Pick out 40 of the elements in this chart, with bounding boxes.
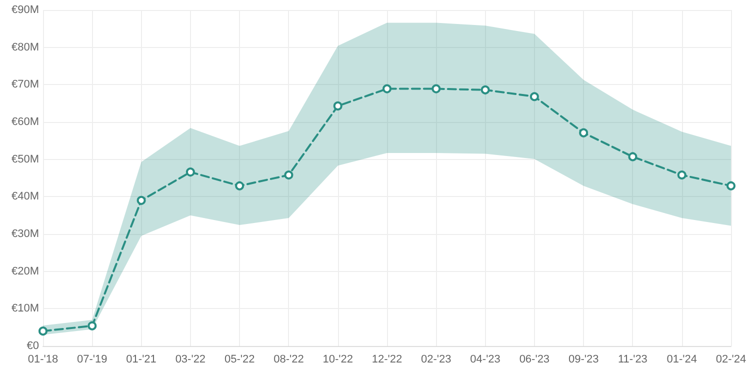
- point: [579, 128, 588, 138]
- point: [382, 84, 392, 94]
- x-tick-label: 11-'23: [618, 354, 648, 366]
- x-tick-label: 07-'19: [77, 354, 108, 366]
- x-tick-label: 01-'18: [28, 354, 58, 366]
- y-tick-label: €60M: [11, 116, 39, 128]
- point: [628, 152, 638, 162]
- x-tick-label: 06-'23: [519, 354, 550, 366]
- point: [677, 170, 686, 180]
- point: [186, 168, 195, 177]
- y-tick-label: €50M: [11, 153, 39, 166]
- x-tick-label: 12-'22: [372, 354, 402, 366]
- x-tick-label: 01-'24: [666, 354, 697, 366]
- point: [284, 170, 294, 180]
- x-tick-label: 01-'21: [126, 354, 156, 366]
- y-tick-label: €70M: [11, 78, 39, 91]
- point: [88, 321, 97, 330]
- y-tick-label: €30M: [11, 228, 39, 240]
- y-tick-label: €40M: [11, 190, 39, 203]
- x-tick-label: 03-'22: [175, 354, 206, 366]
- y-tick-label: €90M: [11, 4, 39, 16]
- x-tick-label: 05-'22: [224, 354, 255, 366]
- point: [38, 326, 48, 336]
- y-tick-label: €10M: [11, 302, 39, 315]
- x-tick-label: 08-'22: [274, 354, 304, 366]
- point: [530, 92, 539, 102]
- point: [432, 84, 441, 94]
- x-tick-label: 02-'24: [716, 354, 746, 366]
- point: [333, 101, 342, 110]
- y-tick-label: €0: [26, 340, 39, 352]
- x-tick-label: 04-'23: [470, 354, 500, 366]
- x-tick-label: 10-'22: [322, 354, 353, 366]
- y-tick-label: €20M: [11, 265, 39, 278]
- point: [235, 181, 244, 190]
- x-tick-label: 02-'23: [421, 354, 452, 366]
- x-tick-label: 09-'23: [568, 354, 599, 366]
- y-tick-label: €80M: [11, 41, 39, 54]
- point: [480, 85, 490, 94]
- point: [136, 196, 146, 205]
- point: [726, 181, 736, 190]
